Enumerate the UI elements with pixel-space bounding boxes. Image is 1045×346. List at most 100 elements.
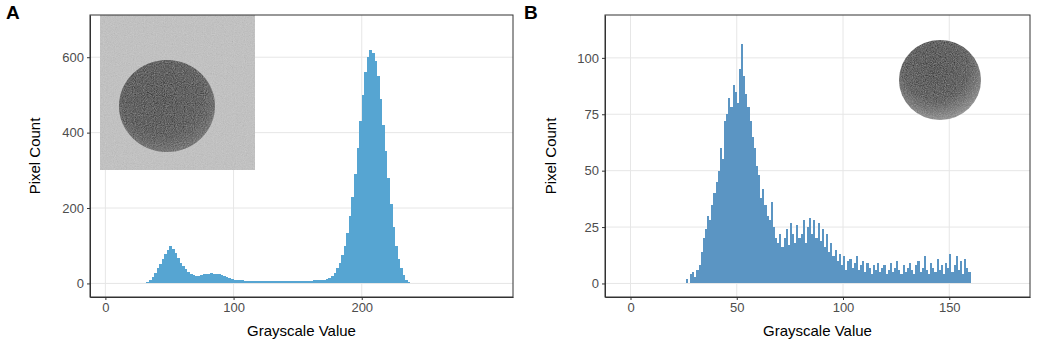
x-axis-title: Grayscale Value — [763, 322, 872, 339]
y-axis: 0200400600 — [62, 16, 90, 298]
histogram-bar — [922, 268, 924, 284]
histogram-bar — [760, 198, 762, 284]
histogram-bar — [945, 263, 947, 283]
histogram-bar — [699, 265, 701, 283]
histogram-bar — [398, 259, 401, 284]
histogram-bar — [152, 277, 155, 284]
histogram-bar — [888, 270, 890, 284]
histogram-bar — [788, 245, 790, 283]
histogram-bar — [798, 238, 800, 283]
histogram-bar — [903, 265, 905, 283]
histogram-bar — [403, 275, 406, 283]
tick-label: 50 — [730, 300, 744, 315]
tick-label: 200 — [351, 300, 373, 315]
tick-label: 600 — [62, 50, 84, 65]
y-axis: 0255075100 — [577, 16, 605, 298]
histogram-bar — [839, 254, 841, 283]
histogram-bar — [739, 69, 741, 283]
tick: 75 — [585, 107, 605, 122]
histogram-bar — [886, 274, 888, 283]
histogram-bar — [195, 276, 198, 284]
histogram-bar — [741, 44, 743, 283]
histogram-bar — [852, 268, 854, 284]
histogram-bar — [218, 274, 221, 283]
tick: 0 — [102, 297, 109, 315]
histogram-bar — [280, 281, 283, 283]
histogram-bar — [926, 270, 928, 284]
tick: 100 — [833, 297, 855, 315]
histogram-bar — [259, 281, 262, 284]
histogram-bar — [917, 261, 919, 284]
histogram-bar — [375, 61, 378, 283]
histogram-bar — [688, 283, 690, 284]
histogram-bar — [724, 121, 726, 283]
histogram-bar — [395, 246, 398, 284]
histogram-bar — [813, 220, 815, 283]
histogram-bar — [234, 280, 237, 284]
tick: 200 — [62, 201, 90, 216]
histogram-bar — [924, 256, 926, 283]
figure: 01002000200400600Grayscale ValuePixel Co… — [0, 0, 1045, 346]
histogram-bar — [275, 281, 278, 283]
histogram-bar — [385, 151, 388, 283]
histogram-bar — [164, 254, 167, 283]
histogram-bar — [883, 265, 885, 283]
histogram-bar — [869, 268, 871, 284]
histogram-bar — [939, 270, 941, 284]
histogram-bar — [701, 252, 703, 284]
histogram-bar — [767, 216, 769, 284]
histogram-bar — [796, 225, 798, 284]
tick-label: 0 — [592, 276, 599, 291]
histogram-bar — [900, 274, 902, 283]
histogram-bar — [726, 114, 728, 283]
histogram-bar — [818, 223, 820, 284]
histogram-bar — [290, 281, 293, 284]
histogram-bar — [205, 274, 208, 283]
grid-line-x — [630, 15, 631, 297]
tick-label: 0 — [102, 300, 109, 315]
histogram-bar — [341, 255, 344, 283]
histogram-bar — [187, 272, 190, 283]
histogram-bar — [185, 269, 188, 283]
histogram-bar — [709, 220, 711, 283]
histogram-bar — [172, 249, 175, 284]
histogram-bar — [747, 107, 749, 283]
histogram-bar — [966, 268, 968, 284]
histogram-bar — [720, 148, 722, 283]
histogram-bar — [310, 281, 313, 284]
histogram-bar — [824, 247, 826, 283]
histogram-bar — [962, 274, 964, 283]
tick-label: 200 — [62, 201, 84, 216]
histogram-bar — [318, 280, 321, 283]
histogram-bar — [777, 243, 779, 284]
histogram-bar — [907, 268, 909, 284]
tick-label: 400 — [62, 125, 84, 140]
histogram-bar — [169, 246, 172, 283]
histogram-bar — [264, 281, 267, 283]
histogram-bar — [157, 268, 160, 283]
histogram-bar — [877, 263, 879, 283]
histogram-bar — [728, 98, 730, 283]
histogram-bar — [762, 189, 764, 284]
histogram-bar — [254, 281, 257, 283]
histogram-bar — [879, 272, 881, 283]
histogram-bar — [941, 265, 943, 283]
histogram-bar — [716, 182, 718, 284]
histogram-bar — [213, 274, 216, 284]
grid-line-x — [843, 15, 844, 297]
histogram-bar — [771, 202, 773, 283]
tick-label: 100 — [833, 300, 855, 315]
histogram-bar — [960, 261, 962, 284]
histogram-bar — [303, 281, 306, 283]
panel: 01002000200400600Grayscale ValuePixel Co… — [6, 2, 514, 339]
histogram-bar — [144, 282, 147, 284]
histogram-bar — [246, 281, 249, 284]
histogram-bar — [295, 281, 298, 283]
histogram-bar — [359, 121, 362, 283]
panel-label: B — [524, 2, 538, 23]
histogram-bar — [828, 252, 830, 284]
histogram-bar — [239, 280, 242, 283]
histogram-bar — [334, 273, 337, 284]
histogram-bar — [754, 148, 756, 283]
histogram-bar — [881, 268, 883, 284]
